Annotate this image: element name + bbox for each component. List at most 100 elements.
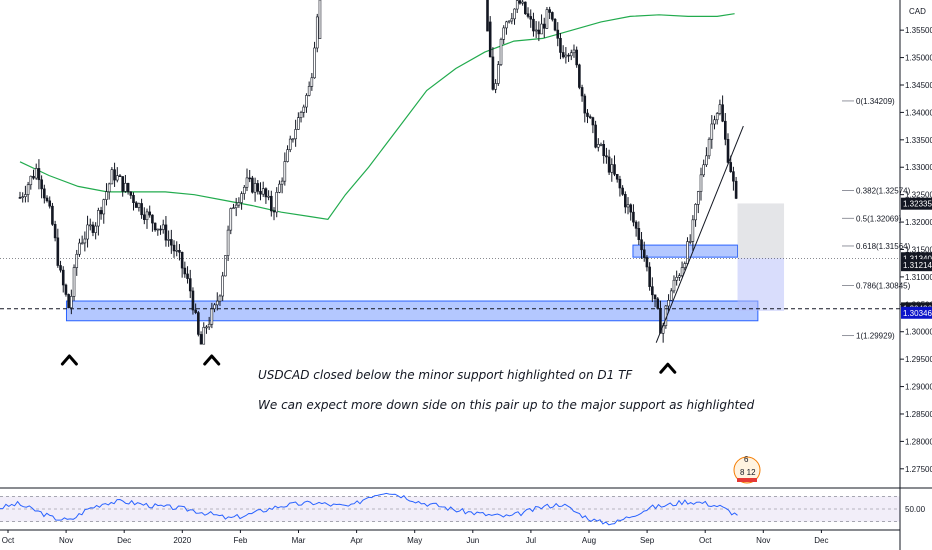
symbol-label: CAD [909, 7, 926, 16]
candle-body [164, 224, 168, 241]
candle-body [283, 161, 287, 182]
price-tick-label: 1.33500 [905, 136, 932, 145]
candle-body [299, 112, 303, 118]
price-tick-label: 1.34500 [905, 81, 932, 90]
badge-icon[interactable]: 6 8 12 [733, 455, 761, 484]
price-tick-label: 1.29000 [905, 383, 932, 392]
candle-body [683, 263, 687, 268]
fib-level-label: 1(1.29929) [856, 332, 895, 341]
candle-body [67, 294, 70, 309]
candle-body [551, 12, 554, 20]
candle-body [540, 23, 543, 35]
candle-body [175, 250, 179, 252]
rsi-panel[interactable]: 50.00 [0, 492, 926, 526]
candle-body [248, 177, 251, 180]
candle-body [715, 113, 719, 121]
candle-body [732, 171, 735, 182]
candle-body [524, 1, 527, 15]
candle-body [553, 19, 557, 31]
candle-body [26, 184, 30, 195]
candle-body [226, 229, 230, 256]
candle-body [507, 20, 511, 23]
candle-body [510, 18, 514, 22]
trendline [655, 125, 744, 343]
candle-body [199, 334, 203, 345]
candle-body [232, 207, 235, 210]
candle-body [278, 183, 281, 193]
candle-body [529, 16, 533, 20]
candle-body [51, 205, 54, 225]
candle-body [72, 267, 76, 297]
candle-body [624, 193, 627, 208]
candle-body [602, 144, 606, 157]
candle-body [156, 228, 160, 231]
candle-body [205, 326, 208, 329]
candle-body [197, 312, 200, 335]
candle-body [594, 124, 597, 148]
candle-body [642, 249, 646, 258]
candle-body [78, 242, 81, 255]
moving-average-layer [19, 13, 735, 220]
pivot-marker-icon [60, 354, 78, 366]
price-tick-label: 1.35500 [905, 26, 932, 35]
price-tick-label: 1.29500 [905, 355, 932, 364]
candle-body [667, 300, 670, 307]
candle-body [686, 241, 689, 264]
candle-body [653, 294, 657, 300]
candle-body [613, 164, 616, 175]
fib-level-label: 0.5(1.32069) [856, 214, 902, 223]
candle-body [313, 47, 316, 79]
time-tick-label: Mar [292, 536, 306, 545]
candle-body [586, 112, 589, 117]
candle-body [607, 156, 611, 173]
candle-body [188, 278, 192, 292]
time-axis[interactable]: Oct Nov Dec 2020 Feb Mar Apr May Jun Jul Aug Sep Oct… [2, 530, 829, 545]
candle-body [280, 180, 284, 185]
candle-body [580, 87, 584, 97]
candle-body [37, 168, 41, 181]
candle-body [488, 21, 492, 58]
zones-layer [65, 203, 785, 322]
price-tag-label: 1.31214 [903, 261, 932, 270]
candle-body [194, 309, 197, 313]
candle-body [94, 225, 97, 233]
candle-body [153, 222, 157, 231]
candle-body [291, 138, 295, 141]
candle-body [102, 199, 106, 215]
target-box-upper [737, 203, 785, 259]
time-tick-label: Jul [526, 536, 536, 545]
pivot-marker-icon [203, 354, 221, 366]
candle-body [137, 203, 141, 208]
price-tag [901, 259, 932, 272]
candle-body [310, 77, 314, 87]
candle-body [170, 239, 173, 246]
candle-body [105, 191, 108, 200]
candle-body [132, 195, 135, 204]
time-tick-label: 2020 [173, 536, 191, 545]
candle-body [556, 29, 560, 39]
candle-body [178, 250, 181, 253]
candle-body [240, 193, 243, 203]
candle-body [675, 276, 678, 281]
candle-body [221, 275, 224, 297]
candle-body [210, 308, 214, 325]
candle-body [318, 0, 322, 39]
candle-body [678, 275, 681, 278]
fib-level-label: 0.618(1.31564) [856, 242, 911, 251]
price-tick-label: 1.32000 [905, 218, 932, 227]
candle-body [548, 9, 551, 13]
candle-body [497, 64, 500, 84]
candle-body [245, 177, 249, 188]
candle-body [172, 244, 176, 252]
candle-body [121, 176, 124, 192]
candle-body [702, 164, 705, 176]
candle-body [615, 173, 619, 180]
candle-body [275, 192, 279, 213]
price-tick-label: 1.28500 [905, 410, 932, 419]
candle-body [180, 251, 184, 269]
rsi-level-label: 50.00 [905, 505, 926, 514]
candle-body [302, 106, 306, 113]
rsi-line [0, 492, 738, 526]
